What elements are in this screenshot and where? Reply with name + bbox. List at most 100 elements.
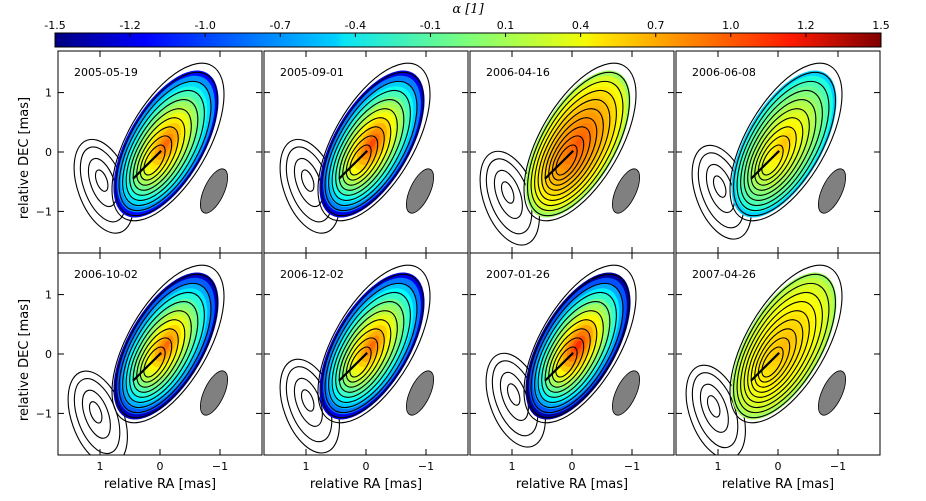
- intensity-contour: [740, 291, 823, 409]
- intensity-contour: [534, 291, 617, 409]
- intensity-contour: [757, 135, 791, 181]
- jet-ridge-line: [338, 150, 368, 180]
- beam-ellipse: [405, 168, 435, 214]
- x-tick-label: 0: [157, 460, 164, 473]
- intensity-contour: [342, 126, 385, 186]
- panel-date-label: 2006-12-02: [280, 268, 344, 281]
- outer-contour: [88, 401, 103, 424]
- colorbar-tick-label: 0.7: [647, 19, 665, 32]
- y-tick-label: −1: [36, 205, 52, 218]
- y-tick-label: 0: [45, 146, 52, 159]
- panel: 2006-10-02 1 0 −1 1 0 −1: [36, 252, 263, 473]
- colorbar-tick-label: -1.2: [119, 19, 140, 32]
- intensity-contour: [111, 264, 225, 424]
- intensity-contour: [114, 273, 219, 419]
- intensity-contour: [729, 264, 843, 424]
- intensity-contour: [544, 117, 598, 191]
- y-tick-label: 1: [45, 87, 52, 100]
- intensity-contour: [331, 99, 405, 201]
- colorbar-tick-label: -0.4: [345, 19, 366, 32]
- outer-contour: [293, 377, 323, 427]
- intensity-contour: [732, 273, 837, 419]
- intensity-contour: [349, 144, 372, 176]
- panel: 2007-01-26 1 0 −1: [469, 252, 675, 473]
- x-axis-labels: relative RA [mas] relative RA [mas] relati…: [104, 477, 834, 492]
- intensity-contour: [551, 337, 585, 383]
- outer-contour: [506, 383, 521, 406]
- intensity-contour: [331, 301, 405, 403]
- beam-ellipse: [611, 370, 641, 416]
- colorbar-label: α [1]: [452, 2, 484, 17]
- panel: 2006-04-16: [469, 50, 675, 254]
- colorbar-tick-label: 0.1: [497, 19, 515, 32]
- intensity-contour: [324, 80, 418, 212]
- outer-contour: [300, 389, 315, 412]
- intensity-contour: [743, 301, 817, 403]
- x-tick-label: −1: [418, 460, 434, 473]
- intensity-contour: [139, 135, 173, 181]
- intensity-contour: [122, 89, 205, 207]
- x-tick-label: −1: [624, 460, 640, 473]
- panel: 2007-04-26 1 0 −1: [675, 252, 881, 473]
- colorbar-tick-label: 0.4: [572, 19, 590, 32]
- x-axis-label: relative RA [mas]: [516, 477, 628, 492]
- x-tick-label: 1: [715, 460, 722, 473]
- outer-contour: [493, 169, 523, 219]
- intensity-contour: [729, 62, 843, 222]
- colorbar-ticks: -1.5 -1.2 -1.0 -0.7 -0.4 -0.1 0.1 0.4 0.7 1.0 1.2 1…: [44, 19, 890, 37]
- intensity-contour: [338, 319, 392, 393]
- beam-ellipse: [199, 370, 229, 416]
- panel-date-label: 2005-05-19: [74, 66, 138, 79]
- intensity-contour: [530, 282, 624, 414]
- intensity-contour: [345, 337, 379, 383]
- intensity-contour: [328, 89, 411, 207]
- panel: 2006-06-08: [675, 50, 881, 254]
- intensity-contour: [136, 328, 179, 388]
- colorbar-tick-label: -0.1: [420, 19, 441, 32]
- intensity-contour: [335, 310, 398, 398]
- panel-date-label: 2007-01-26: [486, 268, 550, 281]
- x-tick-label: 0: [775, 460, 782, 473]
- intensity-contour: [732, 71, 837, 217]
- intensity-contour: [537, 301, 611, 403]
- intensity-contour: [548, 126, 591, 186]
- intensity-contour: [132, 319, 186, 393]
- intensity-contour: [544, 319, 598, 393]
- colorbar-tick-label: 1.5: [872, 19, 890, 32]
- intensity-contour: [747, 310, 810, 398]
- intensity-contour: [122, 291, 205, 409]
- beam-ellipse: [611, 168, 641, 214]
- x-tick-label: 1: [303, 460, 310, 473]
- panel: 2005-09-01: [263, 50, 469, 254]
- colorbar-tick-label: 1.0: [722, 19, 740, 32]
- intensity-contour: [757, 337, 791, 383]
- y-tick-label: 1: [45, 289, 52, 302]
- colorbar-gradient: [54, 32, 882, 48]
- intensity-contour: [338, 117, 392, 191]
- intensity-contour: [136, 126, 179, 186]
- intensity-contour: [335, 108, 398, 196]
- outer-contour: [699, 383, 729, 433]
- panel-date-label: 2006-10-02: [74, 268, 138, 281]
- panel-grid: 2005-05-19 1 0 −1 2005-09-01 2006-04-16 2006-0…: [36, 50, 881, 473]
- outer-contour: [500, 181, 515, 204]
- x-axis-label: relative RA [mas]: [722, 477, 834, 492]
- beam-ellipse: [405, 370, 435, 416]
- jet-ridge-line: [132, 150, 162, 180]
- jet-ridge-line: [544, 352, 574, 382]
- intensity-contour: [526, 71, 631, 217]
- x-tick-label: −1: [212, 460, 228, 473]
- outer-contour: [81, 389, 111, 439]
- intensity-contour: [114, 71, 219, 217]
- beam-ellipse: [199, 168, 229, 214]
- outer-contour: [300, 169, 315, 192]
- jet-ridge-line: [750, 150, 780, 180]
- intensity-contour: [740, 89, 823, 207]
- x-tick-label: 0: [363, 460, 370, 473]
- x-tick-label: 0: [569, 460, 576, 473]
- intensity-contour: [555, 144, 578, 176]
- beam-ellipse: [817, 370, 847, 416]
- intensity-contour: [541, 310, 604, 398]
- intensity-contour: [125, 301, 199, 403]
- intensity-contour: [324, 282, 418, 414]
